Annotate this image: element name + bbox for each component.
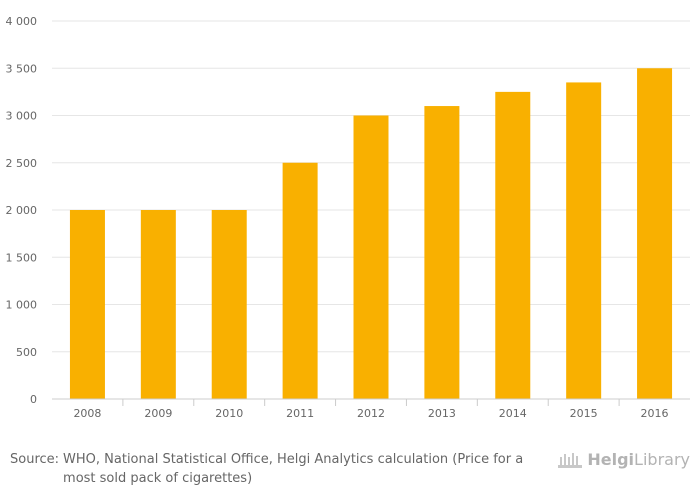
bar[interactable] — [353, 115, 389, 400]
x-tick-label: 2016 — [641, 407, 669, 420]
y-tick-label: 2 500 — [6, 157, 38, 170]
source-text: WHO, National Statistical Office, Helgi … — [63, 452, 524, 486]
brand-name-bold: Helgi — [587, 450, 635, 469]
bar[interactable] — [282, 162, 318, 399]
bars — [69, 68, 673, 400]
y-tick-label: 1 000 — [6, 299, 38, 312]
y-tick-label: 1 500 — [6, 251, 38, 264]
bar[interactable] — [566, 82, 602, 400]
bar[interactable] — [69, 210, 105, 399]
y-tick-label: 3 000 — [6, 110, 38, 123]
bar[interactable] — [495, 91, 531, 399]
x-tick-label: 2012 — [357, 407, 385, 420]
y-tick-label: 500 — [16, 346, 37, 359]
source-note: Source: WHO, National Statistical Office… — [10, 450, 550, 488]
y-tick-label: 2 000 — [6, 204, 38, 217]
bar[interactable] — [140, 210, 176, 399]
x-tick-label: 2014 — [499, 407, 527, 420]
x-tick-label: 2011 — [286, 407, 314, 420]
x-tick-label: 2010 — [215, 407, 243, 420]
x-axis-labels: 2008 2009 2010 2011 2012 2013 2014 2015 2016 — [73, 399, 669, 420]
bar[interactable] — [637, 68, 673, 399]
brand-name-rest: Library — [634, 450, 690, 469]
x-tick-label: 2008 — [73, 407, 101, 420]
x-tick-label: 2013 — [428, 407, 456, 420]
x-tick-label: 2015 — [570, 407, 598, 420]
y-axis-labels: 0 500 1 000 1 500 2 000 2 500 3 000 3 500 4 000 — [6, 15, 38, 406]
bar[interactable] — [424, 106, 460, 400]
source-label: Source: — [10, 452, 60, 467]
helgi-library-logo[interactable]: Helgi Library — [557, 450, 690, 469]
y-tick-label: 4 000 — [6, 15, 38, 28]
x-tick-label: 2009 — [144, 407, 172, 420]
y-tick-label: 3 500 — [6, 62, 38, 75]
bar[interactable] — [211, 210, 247, 399]
y-tick-label: 0 — [30, 393, 37, 406]
library-building-icon — [558, 452, 583, 468]
